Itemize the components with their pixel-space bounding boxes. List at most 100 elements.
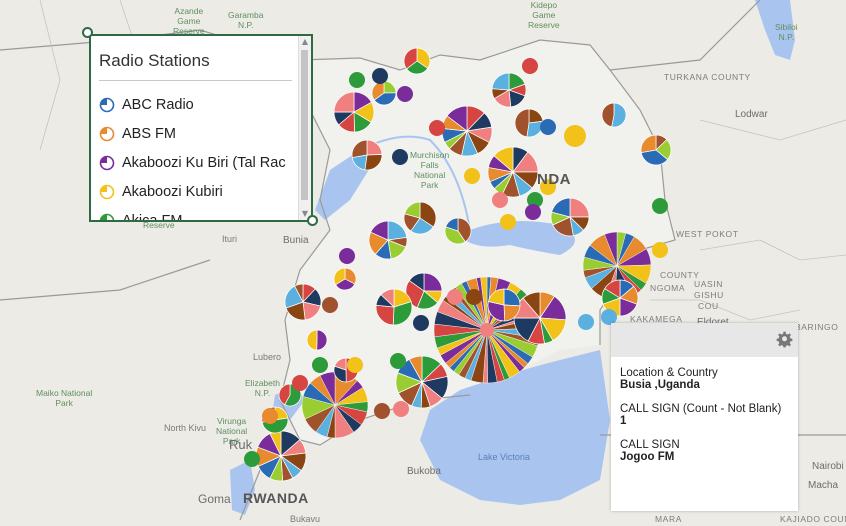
station-dot[interactable]	[464, 168, 480, 184]
tooltip-card: Location & Country Busia ,Uganda CALL SI…	[611, 323, 798, 511]
scroll-thumb[interactable]	[301, 50, 308, 200]
pie-slice[interactable]	[551, 197, 571, 218]
pie-slice[interactable]	[601, 102, 615, 128]
pie-slice[interactable]	[445, 217, 459, 232]
scroll-up-icon[interactable]: ▲	[301, 37, 309, 46]
station-dot[interactable]	[322, 297, 338, 313]
station-dot[interactable]	[262, 408, 278, 424]
station-dot[interactable]	[527, 192, 543, 208]
station-dot[interactable]	[392, 149, 408, 165]
pie-slice[interactable]	[604, 279, 621, 299]
label-nairobi: Nairobi	[812, 461, 844, 472]
station-dot[interactable]	[564, 125, 586, 147]
pie-slice[interactable]	[522, 291, 541, 319]
label-ngoma: NGOMA	[650, 283, 686, 293]
pie-slice[interactable]	[640, 149, 669, 166]
pie-slice[interactable]	[487, 288, 505, 306]
pie-slice[interactable]	[380, 288, 395, 308]
station-dot[interactable]	[349, 72, 365, 88]
label-west-pokot: WEST POKOT	[676, 229, 739, 239]
scroll-down-icon[interactable]: ▼	[301, 209, 309, 218]
pie-slice[interactable]	[493, 146, 514, 173]
pie-slice[interactable]	[457, 217, 472, 243]
pie-slice[interactable]	[306, 329, 318, 351]
pie-slice[interactable]	[364, 154, 383, 171]
pie-slice[interactable]	[640, 134, 657, 153]
station-dot[interactable]	[578, 314, 594, 330]
station-dot[interactable]	[372, 68, 388, 84]
pie-slice[interactable]	[408, 355, 423, 384]
label-bukoba: Bukoba	[407, 466, 441, 477]
legend-divider	[99, 80, 292, 81]
pie-slice[interactable]	[487, 301, 506, 322]
legend-item[interactable]: Akaboozi Kubiri	[99, 177, 299, 206]
pie-slice[interactable]	[373, 92, 397, 106]
pie-slice[interactable]	[333, 267, 346, 286]
pie-slice[interactable]	[416, 47, 431, 69]
pie-slice[interactable]	[335, 278, 356, 291]
pie-icon	[99, 213, 115, 220]
station-dot[interactable]	[397, 86, 413, 102]
legend-item[interactable]: Akaboozi Ku Biri (Tal Rac	[99, 148, 299, 177]
pie-slice[interactable]	[446, 105, 468, 132]
pie-slice[interactable]	[334, 357, 347, 371]
station-dot[interactable]	[601, 309, 617, 325]
station-dot[interactable]	[492, 192, 508, 208]
station-dot[interactable]	[652, 198, 668, 214]
pie-slice[interactable]	[408, 272, 425, 292]
pie-slice[interactable]	[392, 301, 413, 326]
pie-slice[interactable]	[423, 272, 443, 292]
pie-slice[interactable]	[604, 231, 618, 267]
pie-slice[interactable]	[333, 91, 355, 113]
station-dot[interactable]	[652, 242, 668, 258]
station-dot[interactable]	[244, 451, 260, 467]
station-dot[interactable]	[292, 375, 308, 391]
pie-slice[interactable]	[491, 72, 510, 91]
station-dot[interactable]	[540, 119, 556, 135]
station-dot[interactable]	[390, 353, 406, 369]
pie-slice[interactable]	[514, 108, 530, 138]
label-mara: MARA	[655, 514, 682, 524]
pie-slice[interactable]	[294, 283, 304, 303]
label-north-kivu: North Kivu	[164, 423, 207, 433]
legend-item[interactable]: ABC Radio	[99, 90, 299, 119]
station-dot[interactable]	[374, 403, 390, 419]
station-dot[interactable]	[347, 357, 363, 373]
station-dot[interactable]	[429, 120, 445, 136]
resize-handle-bottom-right[interactable]	[307, 215, 318, 226]
station-dot[interactable]	[339, 248, 355, 264]
pie-slice[interactable]	[404, 201, 421, 219]
pie-slice[interactable]	[316, 329, 328, 351]
tooltip-count-value: 1	[620, 415, 627, 427]
legend-scrollbar[interactable]: ▲ ▼	[298, 36, 311, 220]
station-dot[interactable]	[312, 357, 328, 373]
pie-slice[interactable]	[480, 276, 488, 331]
tooltip-callsign-value: Jogoo FM	[620, 451, 675, 463]
pie-slice[interactable]	[403, 47, 418, 70]
station-dot[interactable]	[500, 214, 516, 230]
label-ituri: Ituri	[222, 234, 238, 244]
legend-panel[interactable]: Radio Stations ABC Radio ABS FM Akaboozi…	[89, 34, 313, 222]
gear-icon[interactable]	[776, 331, 794, 349]
pie-slice[interactable]	[444, 226, 466, 245]
resize-handle-top-left[interactable]	[82, 27, 93, 38]
pie-slice[interactable]	[351, 139, 368, 158]
pie-slice[interactable]	[611, 102, 627, 128]
pie-slice[interactable]	[569, 197, 590, 218]
pie-icon	[99, 97, 115, 112]
pie-slice[interactable]	[370, 220, 389, 241]
station-dot[interactable]	[447, 289, 463, 305]
station-dot[interactable]	[525, 204, 541, 220]
pie-slice[interactable]	[406, 60, 429, 75]
station-dot[interactable]	[540, 179, 556, 195]
legend-item[interactable]: ABS FM	[99, 119, 299, 148]
legend-item[interactable]: Akica FM	[99, 206, 299, 220]
station-dot[interactable]	[466, 289, 482, 305]
pie-slice[interactable]	[278, 383, 291, 406]
station-dot[interactable]	[522, 58, 538, 74]
station-dot[interactable]	[413, 315, 429, 331]
lake-victoria	[420, 350, 610, 505]
station-dot[interactable]	[393, 401, 409, 417]
pie-slice[interactable]	[375, 304, 395, 326]
